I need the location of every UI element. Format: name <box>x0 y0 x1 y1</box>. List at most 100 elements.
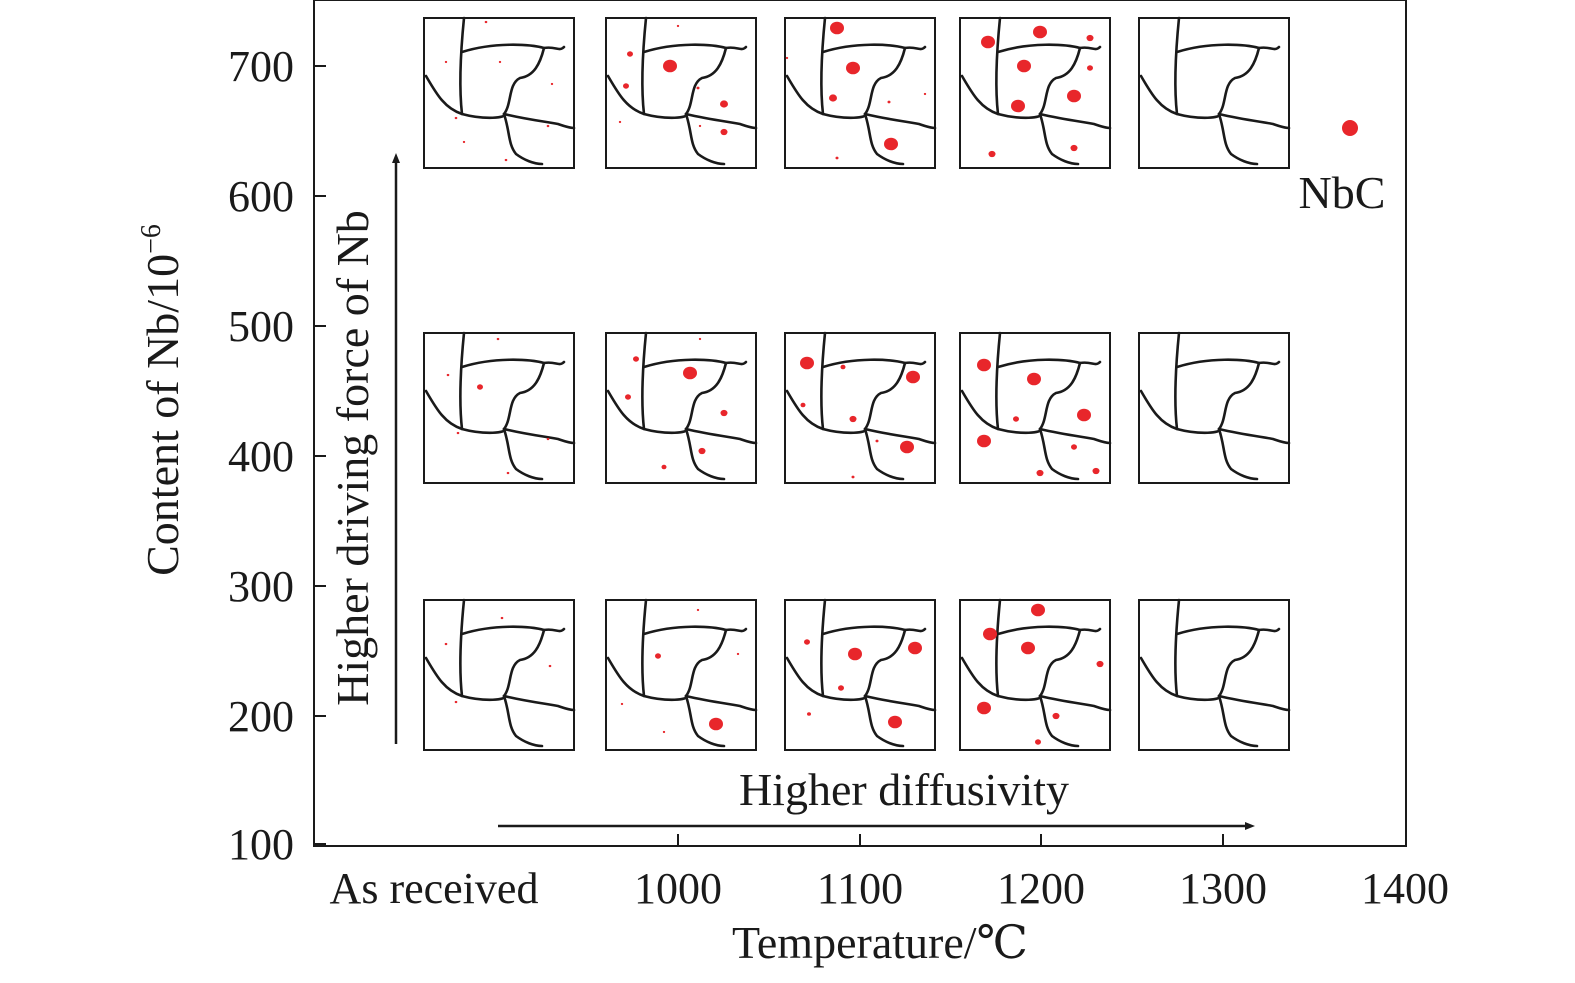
grain-boundary <box>1173 16 1181 116</box>
nbc-precipitate <box>988 150 996 158</box>
nbc-precipitate <box>785 56 789 60</box>
grain-boundary <box>785 74 867 120</box>
grain-boundary <box>863 427 905 481</box>
grain-boundary <box>994 331 1002 431</box>
nbc-precipitate <box>800 402 806 408</box>
grain-boundary <box>819 598 827 698</box>
grain-boundary <box>960 389 1042 435</box>
nbc-precipitate <box>1027 372 1041 386</box>
grain-boundary <box>502 361 546 431</box>
y-tick-label: 500 <box>228 302 294 351</box>
grain-boundary <box>1217 112 1259 166</box>
grain-boundary <box>606 74 688 120</box>
nbc-precipitate <box>504 158 508 162</box>
x-tick-label: 1000 <box>634 864 722 913</box>
micrograph-panel-r1-c4 <box>959 16 1112 169</box>
grain-boundary <box>640 16 648 116</box>
y-axis-title-exponent: −6 <box>136 224 167 254</box>
grain-boundary <box>994 16 1002 116</box>
nbc-precipitate <box>696 608 700 612</box>
nbc-precipitate <box>846 61 860 75</box>
grain-boundary <box>424 656 506 702</box>
nbc-precipitate <box>661 464 667 470</box>
nbc-precipitate <box>1033 25 1047 39</box>
grain-boundary <box>684 427 726 481</box>
nbc-precipitate <box>698 337 702 341</box>
grain-boundary <box>1139 74 1221 120</box>
nbc-precipitate <box>981 35 995 49</box>
nbc-precipitate <box>627 51 633 57</box>
nbc-precipitate <box>620 702 624 706</box>
grain-boundary <box>684 694 726 748</box>
micrograph-panel-r1-c1 <box>423 16 576 169</box>
nbc-precipitate <box>446 373 450 377</box>
panel-frame <box>423 17 575 169</box>
grain-boundary <box>1038 112 1112 130</box>
nbc-precipitate <box>618 120 622 124</box>
x-ticks <box>677 834 1224 846</box>
grain-boundary <box>684 694 758 712</box>
y-tick-label: 100 <box>228 820 294 869</box>
grain-boundary <box>502 112 576 130</box>
grain-boundary <box>458 331 466 431</box>
x-axis-title: Temperature/℃ <box>732 917 1028 968</box>
nbc-precipitate <box>1087 65 1093 71</box>
micrograph-panel-r1-c3 <box>784 16 937 169</box>
panel-frame <box>605 599 757 751</box>
nbc-precipitate <box>829 94 837 102</box>
micrograph-panel-r2-c4 <box>959 331 1112 484</box>
x-tick-label: 1200 <box>997 864 1085 913</box>
nbc-precipitate <box>546 437 550 441</box>
micrograph-panel-r3-c5 <box>1138 598 1291 751</box>
nbc-precipitate <box>804 639 810 645</box>
panel-frame <box>1138 17 1290 169</box>
nbc-precipitate <box>548 664 552 668</box>
grain-boundary <box>863 46 907 116</box>
x-tick-label: As received <box>330 864 539 913</box>
grain-boundary <box>863 694 937 712</box>
nbc-precipitate <box>923 92 927 96</box>
nbc-precipitate <box>1011 99 1025 113</box>
micrograph-panel-r2-c3 <box>784 331 937 484</box>
nbc-precipitate <box>676 24 680 28</box>
micrograph-panel-r3-c4 <box>959 598 1112 751</box>
nbc-precipitate <box>683 366 697 380</box>
nbc-precipitate <box>633 356 639 362</box>
y-tick-label: 200 <box>228 692 294 741</box>
nbc-precipitate <box>720 128 728 136</box>
nbc-precipitate <box>1013 416 1019 422</box>
grain-boundary <box>502 694 544 748</box>
nbc-precipitate <box>462 140 466 144</box>
nbc-precipitate <box>546 124 550 128</box>
nbc-precipitate <box>1096 660 1104 668</box>
y-tick-labels: 100 200 300 400 500 600 700 <box>228 42 294 869</box>
nbc-precipitate <box>720 409 728 417</box>
grain-boundary <box>684 427 758 445</box>
nbc-precipitate <box>477 384 483 390</box>
grain-boundary <box>1038 427 1080 481</box>
nbc-precipitate <box>696 86 700 90</box>
panel-frame <box>784 17 936 169</box>
panel-frame <box>605 17 757 169</box>
nbc-precipitate <box>484 20 488 24</box>
y-tick-label: 300 <box>228 562 294 611</box>
grain-boundary <box>606 656 688 702</box>
grain-boundary <box>424 74 506 120</box>
nbc-precipitate <box>1052 712 1060 720</box>
grain-boundary <box>502 694 576 712</box>
y-tick-label: 600 <box>228 172 294 221</box>
nbc-precipitate <box>1067 89 1081 103</box>
y-ticks <box>314 65 326 845</box>
grain-boundary <box>1217 694 1259 748</box>
grain-boundary <box>502 112 544 166</box>
nbc-precipitate <box>875 439 879 443</box>
grain-boundary <box>1173 331 1181 431</box>
nbc-precipitate <box>496 337 500 341</box>
panel-frame <box>1138 332 1290 484</box>
nbc-precipitate <box>506 471 510 475</box>
nbc-precipitate <box>444 60 448 64</box>
grain-boundary <box>424 389 506 435</box>
grain-boundary <box>1139 389 1221 435</box>
micrograph-panel-r3-c2 <box>605 598 758 751</box>
